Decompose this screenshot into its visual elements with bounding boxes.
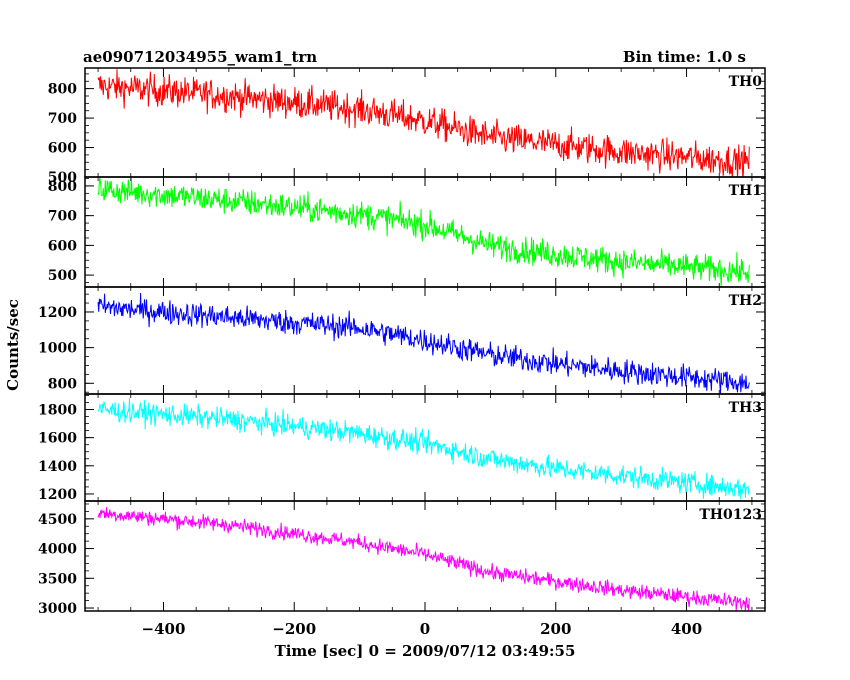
y-tick-label: 4000 (38, 542, 77, 558)
series-th0123 (97, 507, 750, 611)
y-tick-label: 1600 (38, 431, 77, 447)
y-tick-label: 800 (48, 82, 77, 98)
y-tick-label: 1000 (38, 341, 77, 357)
x-tick-label: 0 (420, 620, 430, 638)
series-th0 (97, 69, 750, 177)
panel-label-th3: TH3 (729, 400, 762, 416)
panel-label-th2: TH2 (729, 293, 762, 309)
y-tick-label: 500 (48, 170, 77, 186)
panel-th1: TH1 500 600 700 800 (48, 176, 766, 288)
panel-label-th1: TH1 (729, 183, 762, 199)
panel-label-th0: TH0 (729, 74, 763, 90)
panel-th2: TH2 800 1000 1200 (38, 286, 766, 395)
x-tick-label: −200 (272, 620, 316, 638)
y-tick-label: 1400 (38, 459, 77, 475)
y-tick-label: 500 (48, 268, 77, 284)
panel-label-th0123: TH0123 (699, 507, 762, 523)
x-tick-label: 200 (540, 620, 571, 638)
y-tick-label: 600 (48, 238, 77, 254)
panel-th3: TH3 1200 1400 1600 1800 (38, 393, 766, 503)
y-tick-label: 3000 (38, 601, 77, 617)
y-tick-label: 600 (48, 141, 77, 157)
series-th1 (97, 177, 750, 287)
y-tick-label: 700 (48, 111, 77, 127)
y-tick-label: 3500 (38, 571, 77, 587)
bin-time-label: Bin time: 1.0 s (623, 48, 746, 66)
x-tick-label: 400 (671, 620, 702, 638)
panel-th0123: TH0123 3000 3500 4000 4500 (38, 500, 766, 617)
series-th3 (97, 398, 750, 500)
x-tick-label: −400 (142, 620, 186, 638)
panel-th0: TH0 500 600 700 800 (48, 67, 766, 186)
y-tick-label: 1200 (38, 487, 77, 503)
chart-title: ae090712034955_wam1_trn (83, 48, 317, 66)
y-tick-label: 1200 (38, 305, 77, 321)
series-th2 (97, 292, 750, 394)
y-tick-label: 800 (48, 179, 77, 195)
y-tick-label: 1800 (38, 402, 77, 418)
y-tick-label: 800 (48, 376, 77, 392)
x-axis-label: Time [sec] 0 = 2009/07/12 03:49:55 (275, 642, 576, 660)
y-tick-label: 700 (48, 209, 77, 225)
y-axis-label: Counts/sec (4, 299, 22, 391)
y-tick-label: 4500 (38, 512, 77, 528)
panels-group: TH0 500 600 700 800 TH1 500 600 700 800 TH2 800 1000… (38, 67, 766, 638)
